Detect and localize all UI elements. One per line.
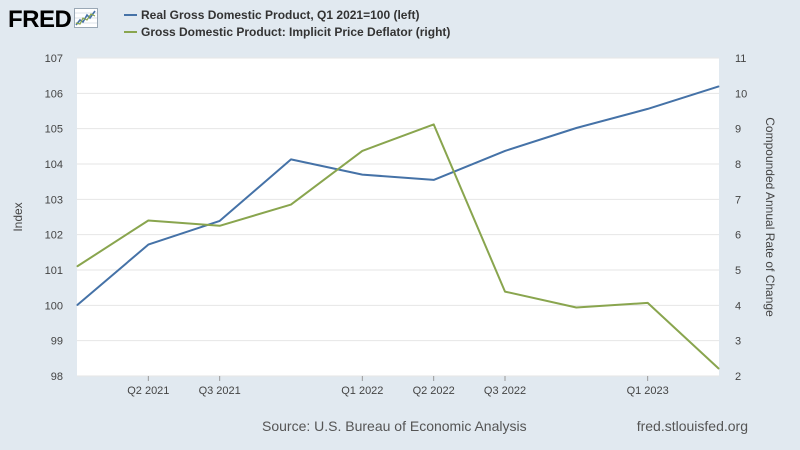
line-chart[interactable]: 98 99 100 101 102 103 104 105 106 107 2 3 4 5 6 7 8 9 10 11…	[0, 48, 800, 408]
y-left-tick-label: 105	[45, 124, 63, 136]
data-point-price-deflator[interactable]	[718, 368, 720, 370]
data-point-real-gdp[interactable]	[575, 127, 577, 129]
y-right-tick-label: 7	[735, 194, 741, 206]
series-line-real-gdp[interactable]	[76, 85, 720, 307]
data-point-price-deflator[interactable]	[575, 306, 577, 308]
chart-legend: Real Gross Domestic Product, Q1 2021=100…	[124, 8, 450, 42]
data-point-price-deflator[interactable]	[76, 265, 78, 267]
y-left-tick-label: 107	[45, 53, 63, 65]
x-tick-label: Q1 2022	[341, 385, 383, 397]
fred-logo[interactable]: FRED	[8, 6, 99, 34]
legend-swatch-price-deflator	[124, 31, 137, 33]
fred-site-link[interactable]: fred.stlouisfed.org	[636, 418, 748, 434]
data-point-real-gdp[interactable]	[647, 108, 649, 110]
y-right-tick-label: 5	[735, 265, 741, 277]
data-point-real-gdp[interactable]	[76, 304, 78, 306]
legend-item-real-gdp[interactable]: Real Gross Domestic Product, Q1 2021=100…	[124, 8, 450, 22]
x-tick-label: Q3 2022	[484, 385, 526, 397]
source-note: Source: U.S. Bureau of Economic Analysis	[262, 418, 527, 434]
y-right-tick-label: 8	[735, 159, 741, 171]
y-left-tick-label: 106	[45, 88, 63, 100]
y-left-tick-label: 98	[51, 371, 63, 383]
y-left-tick-label: 100	[45, 300, 63, 312]
legend-item-price-deflator[interactable]: Gross Domestic Product: Implicit Price D…	[124, 25, 450, 39]
y-right-tick-label: 3	[735, 336, 741, 348]
y-right-tick-label: 2	[735, 371, 741, 383]
plot-background	[77, 58, 719, 376]
legend-label-price-deflator: Gross Domestic Product: Implicit Price D…	[141, 25, 451, 39]
y-right-axis-title: Compounded Annual Rate of Change	[763, 117, 777, 317]
y-left-tick-label: 101	[45, 265, 63, 277]
data-point-price-deflator[interactable]	[433, 123, 435, 125]
chart-area: 98 99 100 101 102 103 104 105 106 107 2 3 4 5 6 7 8 9 10 11…	[0, 48, 800, 408]
y-right-tick-label: 11	[735, 53, 746, 65]
y-right-tick-label: 6	[735, 230, 741, 242]
data-point-price-deflator[interactable]	[219, 225, 221, 227]
fred-line-chart-icon	[74, 7, 99, 33]
chart-header: FRED Real Gross Domestic Product, Q1 202…	[0, 0, 800, 48]
legend-label-real-gdp: Real Gross Domestic Product, Q1 2021=100…	[141, 8, 420, 22]
y-left-tick-label: 104	[45, 159, 63, 171]
x-tick-label: Q2 2021	[127, 385, 169, 397]
data-point-real-gdp[interactable]	[361, 174, 363, 176]
data-point-price-deflator[interactable]	[504, 291, 506, 293]
chart-footer: Source: U.S. Bureau of Economic Analysis…	[0, 408, 800, 450]
series-line-price-deflator[interactable]	[76, 123, 720, 370]
data-point-price-deflator[interactable]	[361, 150, 363, 152]
data-point-real-gdp[interactable]	[219, 220, 221, 222]
data-point-price-deflator[interactable]	[290, 204, 292, 206]
y-left-axis-title: Index	[11, 202, 25, 231]
y-right-tick-label: 10	[735, 88, 747, 100]
data-point-real-gdp[interactable]	[290, 158, 292, 160]
x-tick-label: Q3 2021	[199, 385, 241, 397]
data-point-real-gdp[interactable]	[718, 85, 720, 87]
y-left-tick-label: 102	[45, 230, 63, 242]
y-right-tick-label: 4	[735, 300, 741, 312]
x-tick-label: Q1 2023	[627, 385, 669, 397]
fred-logo-text: FRED	[8, 6, 72, 33]
y-left-tick-label: 99	[51, 336, 63, 348]
data-point-price-deflator[interactable]	[647, 302, 649, 304]
x-tick-label: Q2 2022	[413, 385, 455, 397]
data-point-real-gdp[interactable]	[147, 244, 149, 246]
data-point-price-deflator[interactable]	[147, 220, 149, 222]
data-point-real-gdp[interactable]	[504, 150, 506, 152]
data-point-real-gdp[interactable]	[433, 179, 435, 181]
y-left-tick-label: 103	[45, 194, 63, 206]
legend-swatch-real-gdp	[124, 14, 137, 16]
y-right-tick-label: 9	[735, 124, 741, 136]
